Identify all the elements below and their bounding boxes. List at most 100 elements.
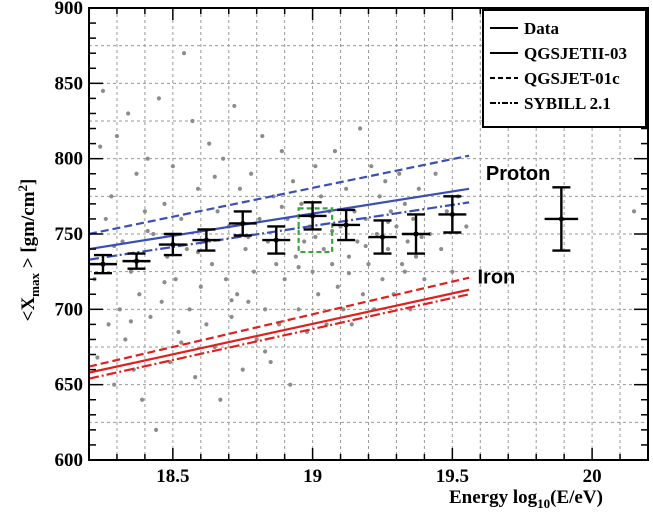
y-axis-title-post: ] [18, 179, 39, 185]
event-point [235, 292, 240, 297]
event-point [299, 201, 304, 206]
event-point [179, 216, 184, 222]
event-point [179, 340, 184, 345]
event-point [355, 239, 360, 244]
y-tick-label: 800 [55, 149, 84, 170]
event-point [290, 179, 296, 184]
event-point [106, 322, 111, 327]
event-point [198, 284, 203, 289]
data-point [273, 237, 279, 243]
model-line-proton [88, 187, 470, 251]
event-point [193, 375, 198, 380]
event-point [103, 216, 108, 222]
event-point [98, 144, 103, 149]
y-axis-title-sup: 2 [15, 185, 30, 192]
event-point [268, 359, 273, 365]
event-point [349, 322, 354, 327]
x-axis-title-tail: (E/eV) [550, 487, 603, 508]
event-point [260, 133, 265, 139]
event-point [249, 171, 254, 176]
model-line-proton [88, 201, 470, 261]
event-point [318, 194, 324, 199]
annotations: Proton Iron [478, 163, 551, 289]
event-point [313, 234, 318, 240]
event-point [240, 367, 245, 372]
event-point [221, 156, 226, 161]
event-point [262, 349, 268, 354]
event-point [123, 337, 128, 342]
event-point [134, 171, 139, 176]
data-points [89, 186, 579, 275]
data-point [558, 216, 564, 222]
highlight-box [297, 207, 334, 254]
data-point [449, 211, 455, 218]
data-point [240, 220, 246, 227]
event-point [411, 216, 416, 222]
y-tick-label: 750 [55, 224, 84, 245]
event-point [262, 307, 268, 312]
event-point [145, 156, 150, 161]
event-point [254, 337, 259, 342]
event-point [397, 171, 402, 176]
event-point [151, 231, 156, 237]
event-point [237, 186, 243, 191]
event-point [416, 186, 421, 191]
event-point [148, 314, 153, 319]
event-point [310, 269, 315, 274]
event-point [145, 228, 150, 234]
event-point [380, 277, 385, 282]
event-point [140, 397, 145, 402]
event-point [100, 88, 106, 93]
model-lines [88, 154, 470, 380]
event-point [95, 355, 100, 360]
event-point [330, 262, 335, 267]
event-point [279, 149, 284, 154]
event-point [394, 224, 399, 229]
data-point [133, 258, 140, 264]
event-point [405, 239, 410, 244]
event-point [316, 292, 321, 297]
legend-box [482, 9, 647, 128]
event-point [363, 243, 368, 249]
event-point [296, 265, 301, 270]
legend-label: SYBILL 2.1 [524, 94, 611, 113]
x-tick-label: 19.5 [436, 466, 469, 487]
event-point [332, 149, 338, 154]
model-line-iron [88, 293, 470, 380]
y-axis-title-pre: <X [18, 297, 39, 322]
event-point [162, 201, 167, 206]
event-point [142, 209, 147, 214]
event-point [207, 141, 212, 146]
event-point [358, 126, 363, 131]
event-point [439, 246, 444, 252]
event-point [293, 254, 298, 259]
event-point [181, 51, 187, 56]
model-line-proton [88, 154, 470, 236]
data-point [379, 234, 386, 240]
event-point [321, 246, 326, 252]
x-axis-title: Energy log10(E/eV) [449, 487, 603, 511]
event-point [282, 277, 287, 282]
event-point [631, 209, 637, 214]
event-point [366, 262, 371, 267]
event-point [296, 307, 301, 312]
data-point [413, 231, 419, 237]
event-point [313, 164, 318, 169]
data-point [310, 213, 316, 219]
legend-label: QGSJET-01c [524, 69, 620, 88]
axis-ticks: 18.5 19 19.5 20 600 650 700 750 800 850 900 [55, 0, 649, 487]
y-axis-title: <Xmax > [gm/cm2] [15, 179, 42, 322]
event-point [190, 118, 195, 124]
event-point [346, 271, 352, 276]
y-tick-label: 600 [55, 450, 84, 471]
event-point [173, 277, 178, 282]
event-point [156, 96, 161, 101]
event-point [109, 194, 114, 199]
y-tick-label: 700 [55, 299, 84, 320]
event-point [223, 277, 229, 282]
x-axis-title-sub: 10 [537, 496, 550, 511]
event-point [246, 299, 251, 304]
event-point [153, 427, 159, 432]
event-point [288, 382, 293, 387]
event-point [377, 194, 382, 199]
